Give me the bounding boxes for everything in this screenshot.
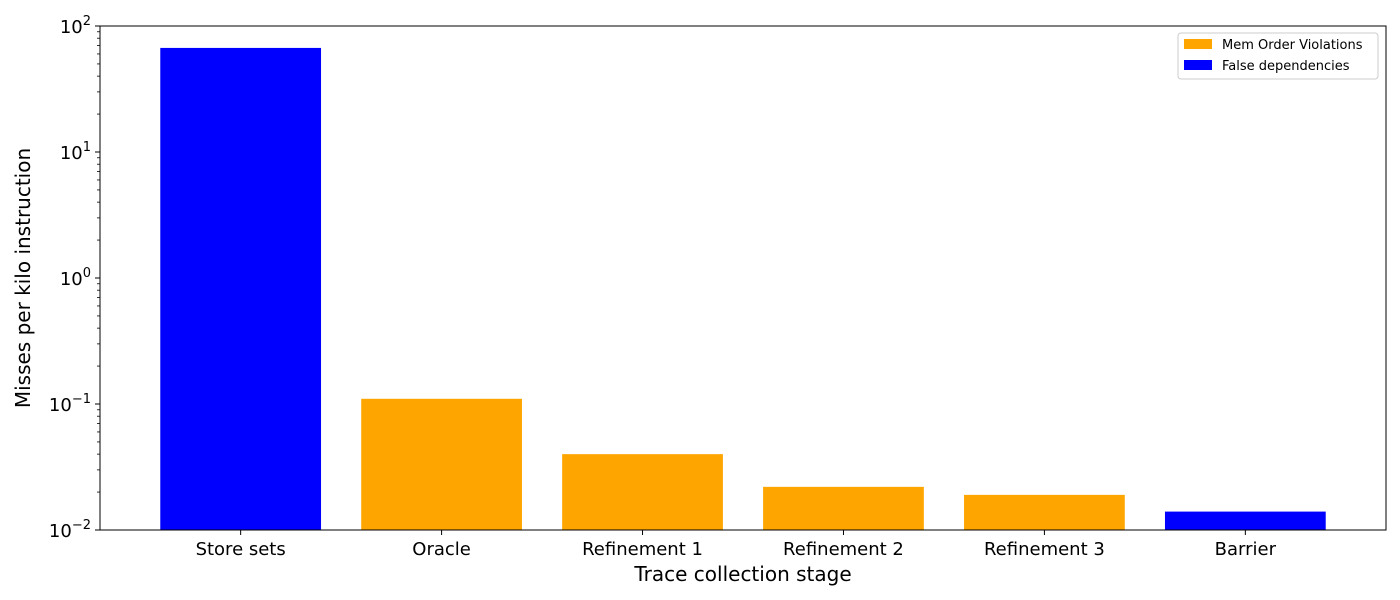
x-axis-label: Trace collection stage bbox=[633, 562, 851, 586]
x-axis-ticks: Store sets Oracle Refinement 1 Refinement 2… bbox=[196, 530, 1277, 560]
x-tick-label: Store sets bbox=[196, 539, 286, 560]
bar-refinement-3 bbox=[964, 494, 1125, 530]
bars-group bbox=[160, 47, 1326, 530]
y-tick-label: 102 bbox=[60, 14, 91, 38]
y-tick-label: 10−1 bbox=[49, 392, 91, 416]
y-tick-label: 10−2 bbox=[49, 518, 91, 542]
y-axis-label: Misses per kilo instruction bbox=[11, 148, 35, 408]
legend-swatch-mem-order-violations bbox=[1184, 39, 1212, 49]
bar-oracle bbox=[361, 398, 522, 530]
bar-barrier bbox=[1164, 511, 1326, 530]
legend-frame bbox=[1177, 32, 1379, 80]
x-tick-label: Barrier bbox=[1215, 539, 1277, 560]
x-tick-label: Oracle bbox=[412, 539, 471, 560]
plot-frame bbox=[99, 25, 1387, 531]
bar-refinement-2 bbox=[763, 486, 924, 530]
legend-swatch-false-dependencies bbox=[1184, 60, 1212, 70]
y-tick-label: 100 bbox=[60, 266, 91, 290]
x-tick-label: Refinement 2 bbox=[783, 539, 904, 560]
x-tick-label: Refinement 1 bbox=[582, 539, 703, 560]
legend-label-mem-order-violations: Mem Order Violations bbox=[1222, 38, 1363, 53]
bar-store-sets bbox=[160, 47, 322, 530]
legend: Mem Order Violations False dependencies bbox=[1177, 32, 1379, 80]
x-tick-label: Refinement 3 bbox=[984, 539, 1105, 560]
bar-refinement-1 bbox=[562, 454, 723, 530]
legend-label-false-dependencies: False dependencies bbox=[1222, 59, 1350, 74]
y-tick-label: 101 bbox=[60, 140, 91, 164]
y-axis-ticks: 10−2 10−1 100 101 102 bbox=[49, 14, 100, 542]
